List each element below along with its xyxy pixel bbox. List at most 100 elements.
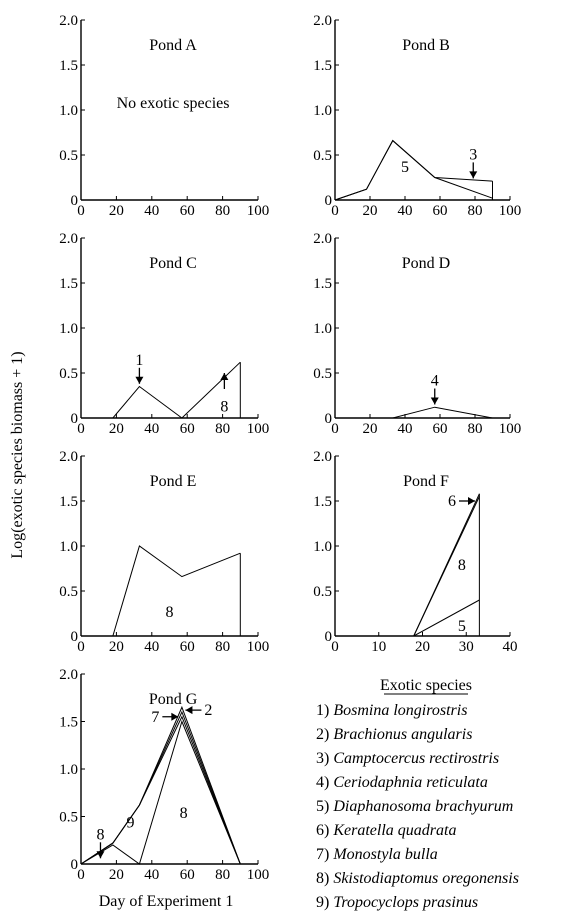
panel-title: Pond D [402,255,450,272]
x-tick-label: 0 [331,421,339,437]
legend-item-number: 2) [316,726,333,743]
y-tick-label: 1.0 [313,539,332,555]
x-tick-label: 40 [144,203,159,219]
y-tick-label: 2.0 [59,13,78,29]
x-tick-label: 60 [180,639,195,655]
svg-text:7: 7 [151,709,159,726]
legend-item-species: Monostyla bulla [332,846,437,863]
x-tick-label: 100 [499,421,522,437]
panel-title: Pond A [149,37,197,54]
y-tick-label: 0 [325,629,333,645]
legend-item-number: 1) [316,702,333,719]
x-tick-label: 80 [468,203,483,219]
x-tick-label: 100 [499,203,522,219]
panel-title: Pond B [402,37,450,54]
x-tick-label: 80 [215,203,230,219]
panel-title: Pond C [149,255,197,272]
panel-pond-b: 0 0.5 1.0 1.5 2.0 0 20 40 60 80 100 Pond B 5 3 [313,13,521,219]
x-tick-label: 80 [215,421,230,437]
x-tick-label: 30 [459,639,474,655]
legend-item-number: 6) [316,822,333,839]
svg-text:6: 6 [448,493,456,510]
y-tick-label: 0 [325,193,333,209]
x-tick-label: 0 [331,203,339,219]
x-tick-label: 20 [363,421,378,437]
y-tick-label: 1.0 [59,103,78,119]
annotation-arrow: 2 [185,702,212,719]
panel-pond-g: 0 0.5 1.0 1.5 2.0 0 20 40 60 80 100 Pond G 9 8 8 7 2 [59,667,269,883]
legend-item-number: 5) [316,798,333,815]
x-tick-label: 40 [398,203,413,219]
panel-pond-a: 0 0.5 1.0 1.5 2.0 0 20 40 60 80 100 Pond A No exotic… [59,13,269,219]
legend-item-number: 4) [316,774,333,791]
panel-pond-e: 0 0.5 1.0 1.5 2.0 0 20 40 60 80 100 Pond E 8 [59,449,269,655]
y-tick-label: 1.0 [59,539,78,555]
series-line [80,705,241,865]
annotation-arrow: 3 [469,146,478,179]
x-tick-label: 0 [77,203,85,219]
legend-item: 9) Tropocyclops prasinus [316,894,478,911]
series-line [413,599,480,637]
series-line [80,719,241,865]
legend-item-species: Diaphanosoma brachyurum [332,798,513,815]
legend-item-number: 9) [316,894,333,911]
annotation-arrow: 4 [430,373,439,405]
x-tick-label: 0 [331,639,339,655]
panel-pond-c: 0 0.5 1.0 1.5 2.0 0 20 40 60 80 100 Pond C 8 1 [59,231,269,437]
x-tick-label: 20 [109,639,124,655]
legend-item-species: Ceriodaphnia reticulata [333,774,488,791]
y-tick-label: 0.5 [59,366,78,382]
area-label: 8 [458,557,466,574]
area-label: 5 [458,618,466,635]
legend-item-species: Keratella quadrata [332,822,456,839]
x-tick-label: 100 [247,421,270,437]
legend-item: 8) Skistodiaptomus oregonensis [316,870,519,887]
legend-item-species: Camptocercus rectirostris [333,750,499,767]
x-tick-label: 40 [398,421,413,437]
x-tick-label: 20 [109,421,124,437]
y-tick-label: 1.5 [59,494,78,510]
y-tick-label: 1.0 [59,762,78,778]
annotation-arrow: 1 [135,352,144,384]
y-tick-label: 0.5 [59,810,78,826]
legend: Exotic species 1) Bosmina longirostris 2) … [316,677,519,911]
series-line [80,715,241,865]
svg-text:1: 1 [135,352,143,369]
x-tick-label: 60 [180,203,195,219]
x-tick-label: 100 [247,203,270,219]
x-tick-label: 0 [77,421,85,437]
y-tick-label: 1.0 [313,103,332,119]
x-tick-label: 60 [433,203,448,219]
svg-text:2: 2 [204,702,212,719]
legend-item: 5) Diaphanosoma brachyurum [316,798,513,815]
y-tick-label: 2.0 [313,231,332,247]
y-tick-label: 0 [71,629,79,645]
area-label: 8 [166,604,174,621]
x-tick-label: 100 [247,639,270,655]
legend-item: 3) Camptocercus rectirostris [316,750,499,767]
y-tick-label: 0 [325,411,333,427]
y-tick-label: 0.5 [59,584,78,600]
legend-title: Exotic species [380,677,472,694]
x-tick-label: 80 [215,867,230,883]
x-tick-label: 60 [180,867,195,883]
y-tick-label: 0.5 [59,148,78,164]
legend-item: 1) Bosmina longirostris [316,702,467,719]
x-tick-label: 20 [415,639,430,655]
legend-item-number: 3) [316,750,333,767]
y-tick-label: 1.5 [59,715,78,731]
x-tick-label: 60 [433,421,448,437]
panel-pond-f: 0 0.5 1.0 1.5 2.0 0 10 20 30 40 Pond F 8 5 6 [313,449,517,655]
legend-item-species: Skistodiaptomus oregonensis [333,870,519,887]
series-line [81,361,241,419]
y-tick-label: 2.0 [313,13,332,29]
legend-item: 2) Brachionus angularis [316,726,472,743]
y-tick-label: 1.5 [59,58,78,74]
area-label: 8 [180,805,188,822]
annotation-arrow [220,373,229,389]
series-line [81,545,241,637]
legend-item: 7) Monostyla bulla [316,846,438,863]
y-axis-label: Log(exotic species biomass + 1) [9,351,26,558]
series-line [80,710,241,865]
